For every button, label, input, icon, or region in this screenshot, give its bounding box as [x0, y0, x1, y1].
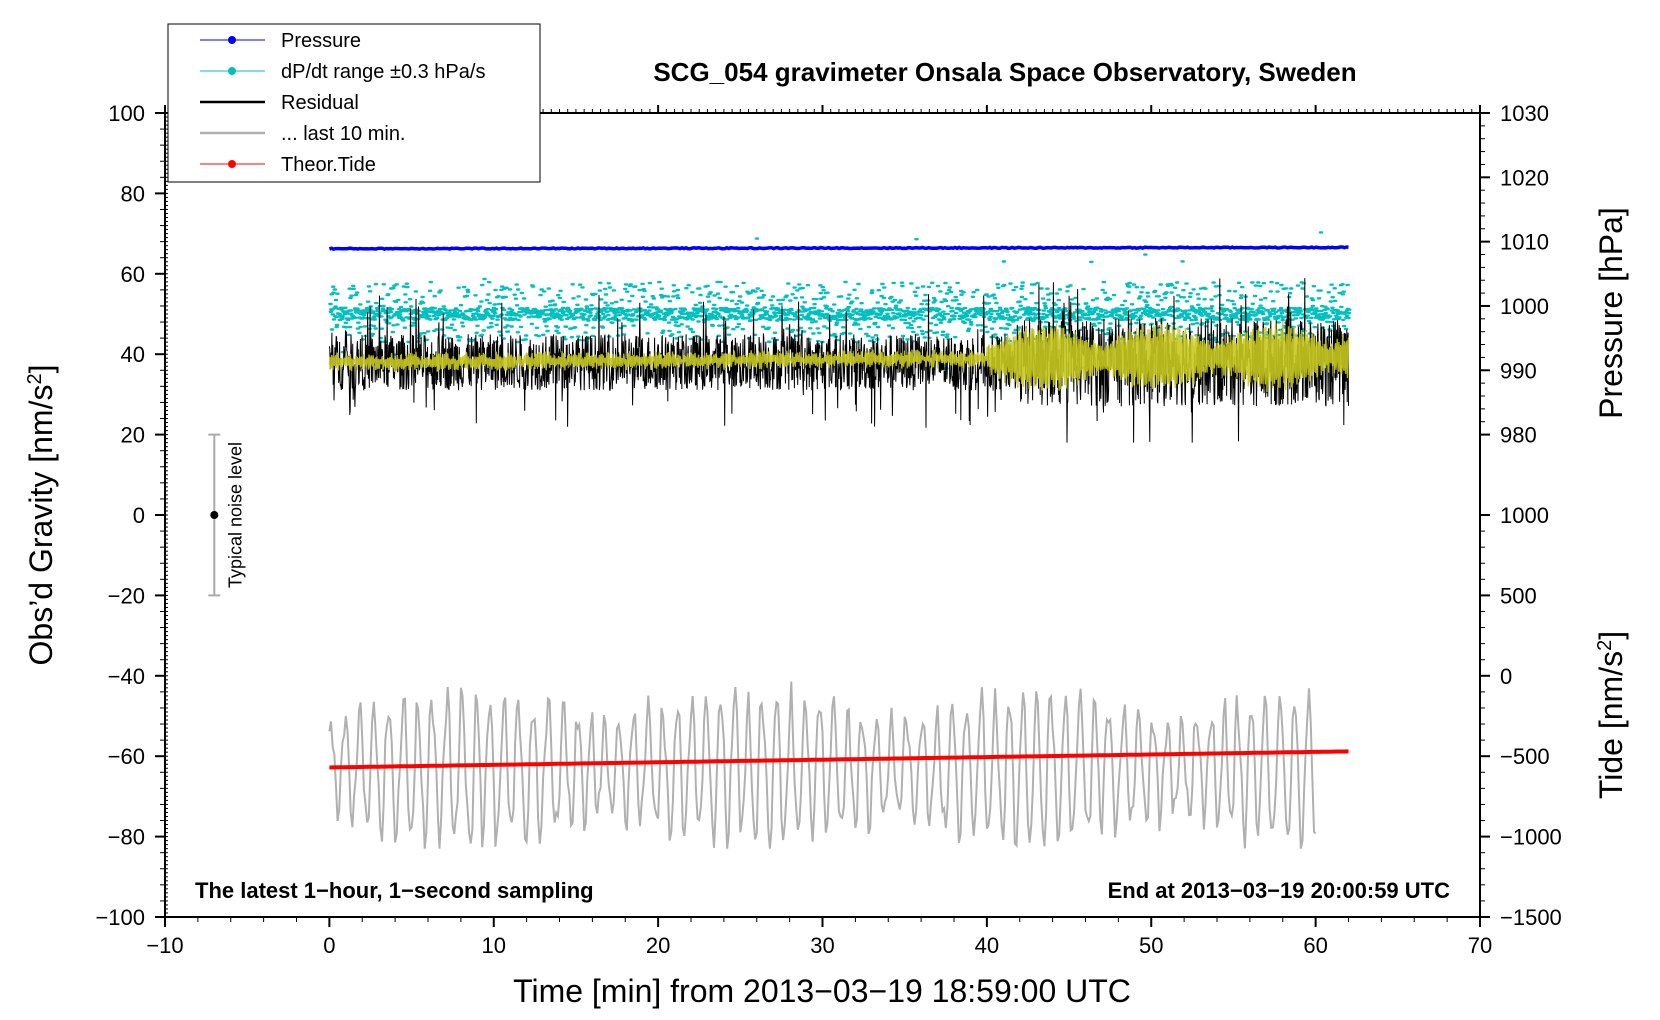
legend-label: dP/dt range ±0.3 hPa/s	[281, 61, 485, 83]
legend-label: Theor.Tide	[281, 154, 376, 176]
y-axis-label-tide: Tide [nm/s2]	[1593, 631, 1629, 799]
x-tick-label: −10	[146, 933, 183, 958]
legend-swatch-dot	[228, 160, 236, 168]
pressure-tick-label: 1000	[1500, 294, 1549, 319]
y-axis-label-pressure: Pressure [hPa]	[1593, 207, 1629, 419]
legend-item: Residual	[200, 92, 359, 114]
pressure-tick-label: 1030	[1500, 101, 1549, 126]
tide-tick-label: −500	[1500, 744, 1550, 769]
series-last-10-min	[328, 681, 1317, 849]
y-tick-label: 100	[108, 101, 145, 126]
y-tick-label: 0	[133, 503, 145, 528]
tide-tick-label: 500	[1500, 583, 1537, 608]
y-tick-label: −20	[108, 583, 145, 608]
y-axis-ticks-tide: −1500 −1000 −500 0 500 1000	[1480, 503, 1562, 930]
pressure-tick-label: 1010	[1500, 230, 1549, 255]
x-tick-label: 30	[810, 933, 834, 958]
series-residual-smoothed	[328, 321, 1350, 393]
y-tick-label: 20	[121, 423, 145, 448]
pressure-tick-label: 1020	[1500, 165, 1549, 190]
tide-tick-label: 1000	[1500, 503, 1549, 528]
legend-item: dP/dt range ±0.3 hPa/s	[200, 61, 485, 83]
tide-tick-label: 0	[1500, 664, 1512, 689]
x-axis-label: Time [min] from 2013−03−19 18:59:00 UTC	[513, 973, 1131, 1009]
noise-level-marker: Typical noise level	[208, 433, 245, 597]
tide-tick-label: −1500	[1500, 905, 1562, 930]
legend-label: ... last 10 min.	[281, 123, 406, 145]
y-tick-label: 80	[121, 181, 145, 206]
legend: Pressure dP/dt range ±0.3 hPa/s Residual..…	[167, 23, 541, 183]
residual-smoothed-line	[328, 321, 1350, 393]
series-theor-tide	[329, 749, 1349, 770]
pressure-line	[328, 245, 1349, 252]
legend-swatch-dot	[228, 67, 236, 75]
x-tick-label: 40	[975, 933, 999, 958]
pressure-tick-label: 990	[1500, 358, 1537, 383]
legend-item: Theor.Tide	[200, 154, 376, 176]
y-axis-ticks-left: −100 −80 −60 −40 −20 0 20 40 60 80 100	[95, 101, 165, 930]
y-tick-label: −80	[108, 825, 145, 850]
bottom-right-note: End at 2013−03−19 20:00:59 UTC	[1108, 878, 1451, 903]
y-axis-label-left: Obs’d Gravity [nm/s2]	[23, 365, 59, 666]
noise-level-dot	[210, 511, 219, 519]
legend-label: Residual	[281, 92, 359, 114]
x-tick-label: 0	[323, 933, 335, 958]
bottom-left-note: The latest 1−hour, 1−second sampling	[195, 878, 594, 903]
legend-item: Pressure	[200, 30, 361, 52]
x-tick-label: 50	[1139, 933, 1163, 958]
x-tick-label: 60	[1303, 933, 1327, 958]
tide-tick-label: −1000	[1500, 825, 1562, 850]
x-tick-label: 10	[482, 933, 506, 958]
legend-label: Pressure	[281, 30, 361, 52]
series-pressure	[328, 245, 1349, 252]
theor-tide-line	[329, 749, 1349, 770]
plot-frame	[164, 112, 1481, 918]
noise-level-label: Typical noise level	[225, 442, 245, 588]
y-tick-label: −60	[108, 744, 145, 769]
y-tick-label: 40	[121, 342, 145, 367]
y-tick-label: 60	[121, 262, 145, 287]
y-tick-label: −40	[108, 664, 145, 689]
legend-item: ... last 10 min.	[200, 123, 406, 145]
pressure-tick-label: 980	[1500, 423, 1537, 448]
x-tick-label: 20	[646, 933, 670, 958]
x-axis-ticks: −10 0 10 20 30 40 50 60 70	[146, 105, 1492, 958]
legend-swatch-dot	[228, 36, 236, 44]
y-axis-ticks-pressure: 980 990 1000 1010 1020 1030	[1480, 101, 1549, 448]
y-tick-label: −100	[95, 905, 145, 930]
last-10-min-line	[328, 681, 1317, 849]
chart-title: SCG_054 gravimeter Onsala Space Observat…	[653, 57, 1356, 87]
x-tick-label: 70	[1468, 933, 1492, 958]
